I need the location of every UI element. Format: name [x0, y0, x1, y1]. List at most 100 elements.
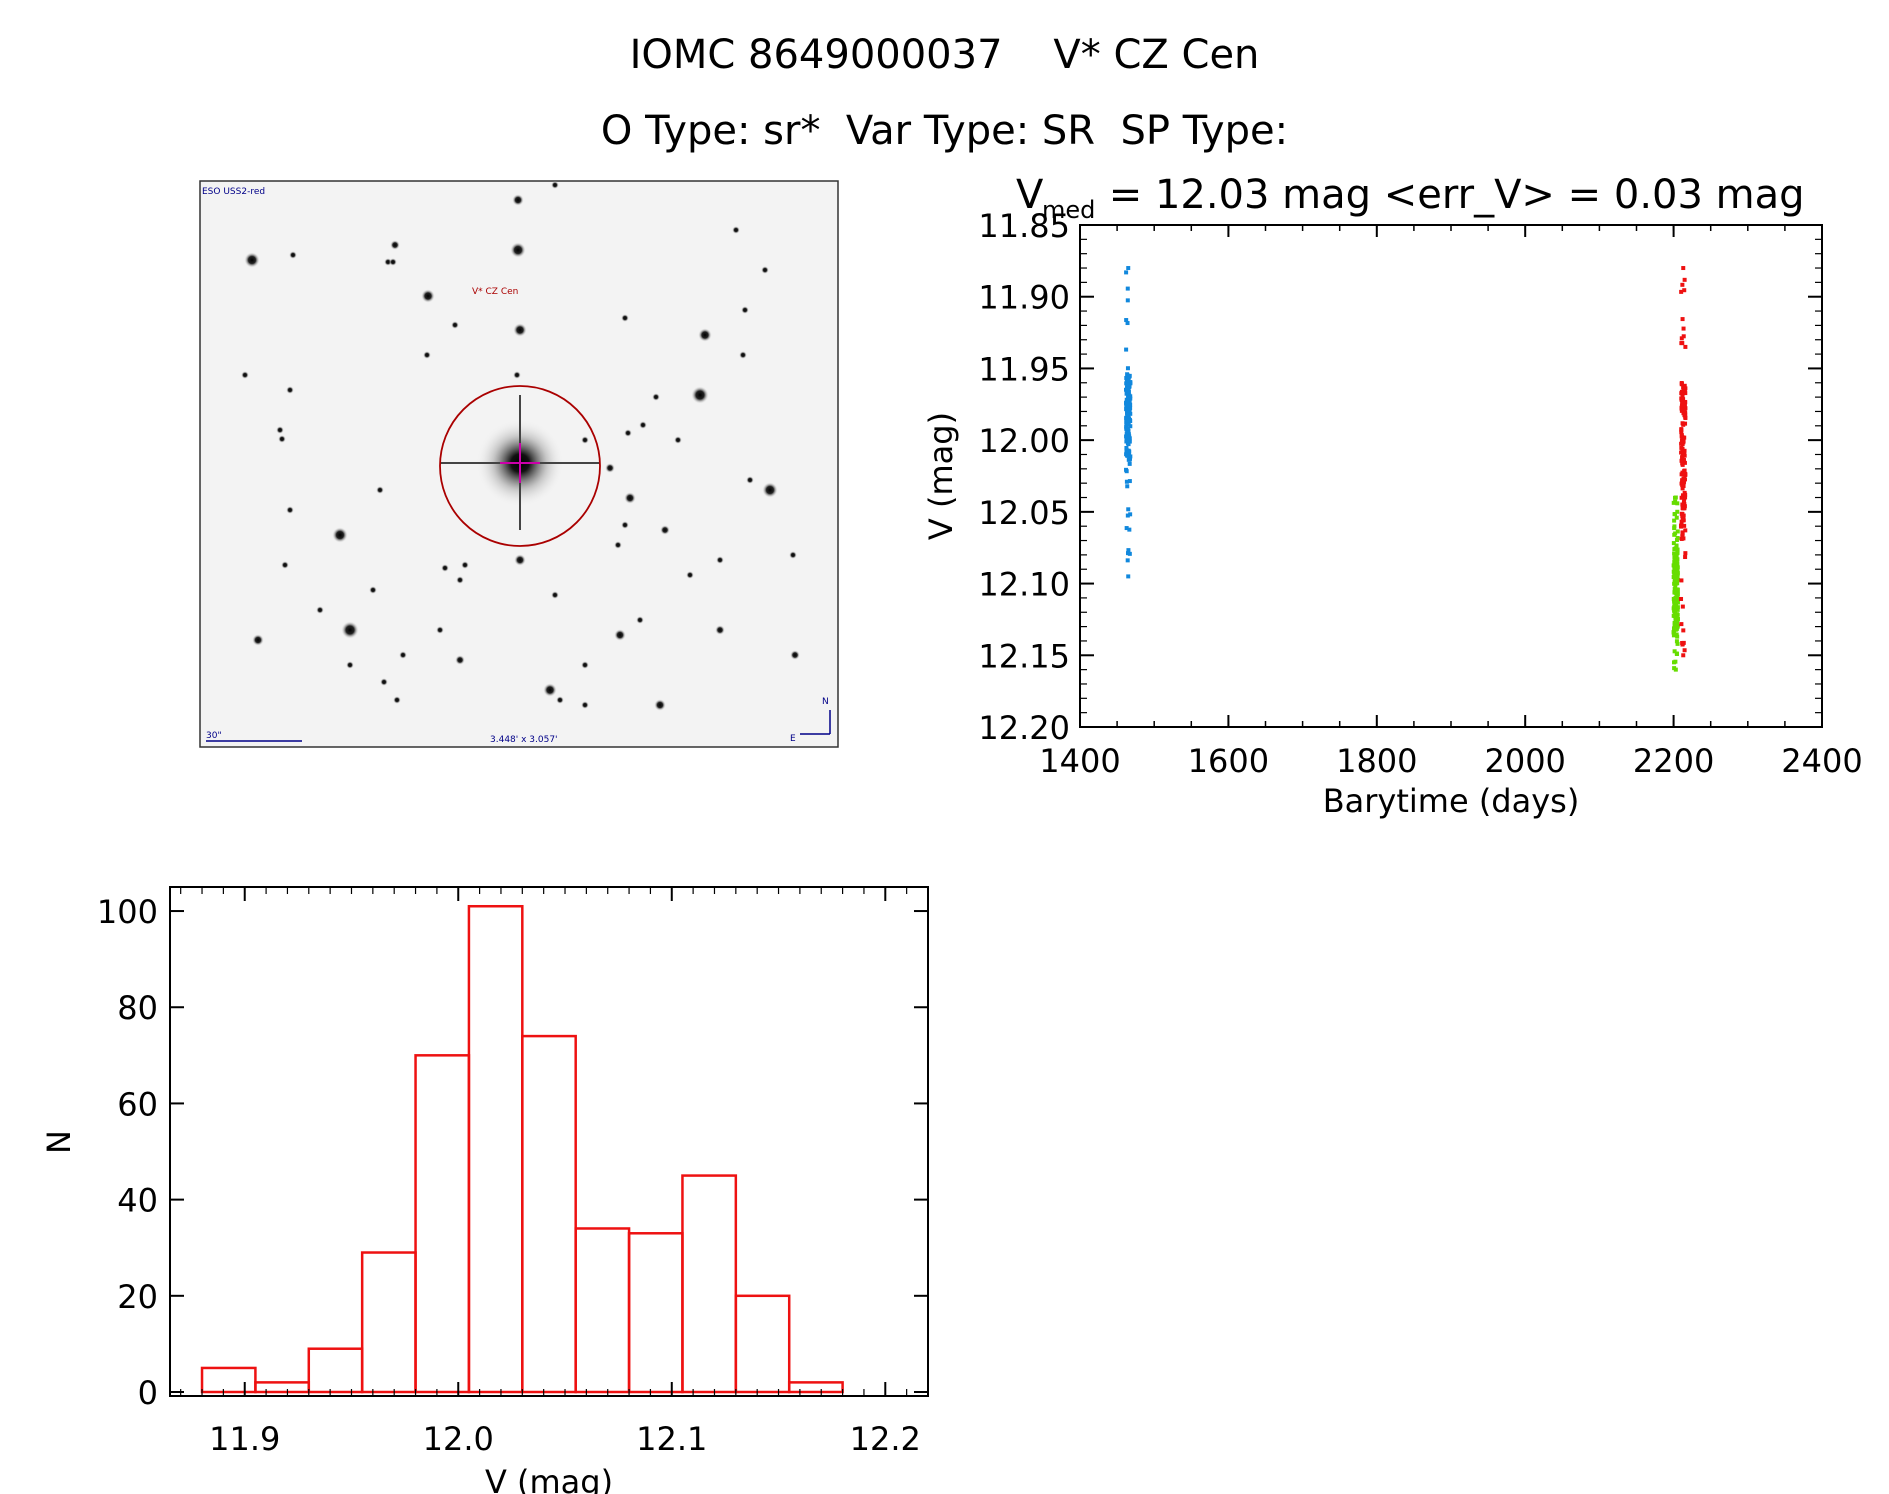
lc-point-season2-green [1674, 632, 1679, 637]
lc-point-season2-red [1683, 399, 1688, 404]
lc-point-season1 [1127, 461, 1132, 466]
lc-point-season2-red [1679, 524, 1684, 529]
lc-point-season2-green [1672, 590, 1677, 595]
finder-star [621, 521, 629, 529]
finder-star [551, 181, 559, 189]
lc-point-season2-green [1674, 621, 1679, 626]
lc-point-season2-red [1680, 534, 1685, 539]
lc-point-season2-red [1682, 453, 1687, 458]
lc-point-season2-red [1683, 495, 1688, 500]
lc-xtick-label: 1600 [1188, 742, 1269, 780]
lc-point-season2-red [1679, 458, 1684, 463]
lc-point-season2-green [1675, 587, 1680, 592]
lc-point-season1 [1125, 399, 1130, 404]
lc-point-season2-green [1671, 569, 1676, 574]
lc-point-season1 [1126, 403, 1131, 408]
lc-point-season2-green [1675, 535, 1680, 540]
finder-star [614, 629, 626, 641]
lc-axes: 1400 1600 1800 2000 2200 2400 11.85 11.90 11.95 1… [978, 207, 1862, 780]
finder-star [652, 393, 660, 401]
lc-point-season1 [1125, 558, 1130, 563]
lc-point-season1 [1126, 432, 1131, 437]
lc-title-rest: = 12.03 mag <err_V> = 0.03 mag [1096, 172, 1805, 218]
lc-point-season2-red [1683, 414, 1688, 419]
lc-point-season1 [1125, 286, 1130, 291]
finder-star [380, 678, 388, 686]
lc-point-season2-red [1682, 460, 1687, 465]
target-circle [439, 385, 601, 547]
lc-xtick-label: 2400 [1781, 742, 1862, 780]
north-label: N [822, 697, 829, 707]
lc-point-season2-green [1675, 574, 1680, 579]
lc-point-season1 [1127, 434, 1132, 439]
finder-star [715, 625, 725, 635]
hist-bar [681, 1174, 738, 1394]
finder-star [543, 683, 557, 697]
lc-ytick-label: 12.15 [978, 637, 1070, 675]
hist-bar [521, 1034, 577, 1394]
finder-star [660, 525, 670, 535]
header-title-line1: IOMC 8649000037 V* CZ Cen [629, 32, 1260, 78]
lc-point-season2-red [1680, 462, 1685, 467]
lc-point-season2-red [1683, 391, 1688, 396]
lc-point-season2-red [1679, 433, 1684, 438]
lc-point-season2-green [1672, 660, 1677, 665]
lc-point-season2-red [1680, 394, 1685, 399]
finder-star [581, 436, 589, 444]
finder-star [423, 351, 431, 359]
lc-point-season1 [1124, 452, 1129, 457]
lc-point-season1 [1125, 484, 1130, 489]
finder-star [332, 527, 348, 543]
lc-ylabel: V (mag) [922, 412, 960, 540]
lc-point-season2-red [1681, 334, 1686, 339]
lc-point-season1 [1128, 512, 1133, 517]
finder-star [732, 226, 740, 234]
lc-ytick-label: 11.90 [978, 279, 1070, 317]
hist-xtick-label: 12.0 [423, 1420, 494, 1458]
hist-ytick-label: 20 [117, 1278, 158, 1316]
lc-point-season2-green [1672, 622, 1677, 627]
lc-point-season2-green [1672, 526, 1677, 531]
lc-point-season2-red [1679, 427, 1684, 432]
hist-bar [200, 1366, 257, 1394]
hist-xtick-label: 11.9 [209, 1420, 280, 1458]
lc-point-season1 [1125, 513, 1130, 518]
hist-bar [254, 1381, 311, 1394]
lc-ytick-label: 12.00 [978, 422, 1070, 460]
lc-xtick-label: 1400 [1039, 742, 1120, 780]
lc-point-season2-green [1675, 569, 1680, 574]
lc-point-season1 [1124, 479, 1129, 484]
hist-xtick-label: 12.1 [636, 1420, 707, 1458]
finder-star [686, 571, 694, 579]
lc-ytick-label: 11.85 [978, 207, 1070, 245]
lc-point-season2-green [1675, 591, 1680, 596]
finder-star [654, 699, 666, 711]
lc-point-season2-red [1679, 511, 1684, 516]
lc-point-season2-green [1673, 617, 1678, 622]
lc-point-season2-green [1671, 563, 1676, 568]
lc-point-season2-red [1680, 400, 1685, 405]
lc-point-season2-green [1672, 555, 1677, 560]
hist-bar [574, 1227, 631, 1394]
lc-point-season2-red [1679, 336, 1684, 341]
finder-star [252, 634, 264, 646]
finder-star [514, 554, 526, 566]
lc-point-season2-red [1681, 422, 1686, 427]
lc-point-season1 [1125, 412, 1130, 417]
lc-point-season2-red [1680, 495, 1685, 500]
lc-point-season1 [1126, 442, 1131, 447]
lc-point-season2-red [1680, 455, 1685, 460]
finder-star [281, 561, 289, 569]
lc-point-season2-red [1682, 468, 1687, 473]
finder-star [286, 506, 294, 514]
lc-point-season1 [1126, 548, 1131, 553]
finder-star [739, 351, 747, 359]
lc-point-season1 [1126, 266, 1131, 271]
lc-point-season1 [1127, 406, 1132, 411]
lc-point-season2-green [1675, 547, 1680, 552]
lc-point-season1 [1127, 479, 1132, 484]
lc-point-season2-green [1672, 547, 1677, 552]
finder-star [393, 696, 401, 704]
lc-point-season2-red [1683, 344, 1688, 349]
lc-point-season2-red [1681, 266, 1686, 271]
